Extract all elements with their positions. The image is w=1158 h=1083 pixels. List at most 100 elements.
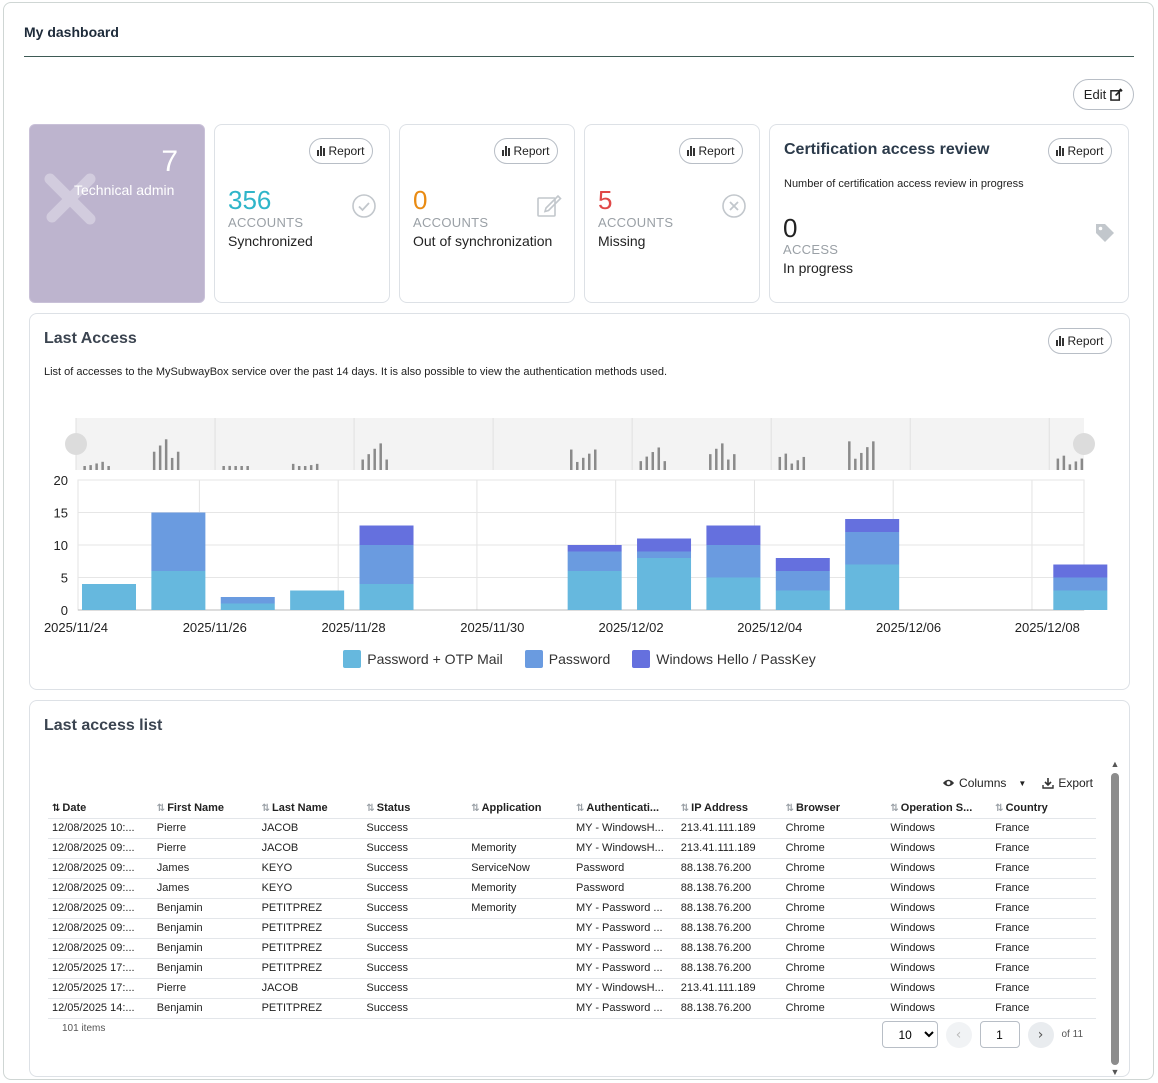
table-cell: Chrome bbox=[781, 917, 887, 938]
certification-value: 0 bbox=[783, 213, 798, 243]
column-header[interactable]: ⇅ Authenticati... bbox=[572, 798, 677, 818]
table-cell: Chrome bbox=[781, 877, 887, 898]
table-row[interactable]: 12/08/2025 09:... Benjamin PETITPREZ Succes… bbox=[48, 937, 1096, 958]
table-cell: Success bbox=[362, 837, 468, 858]
navigator-bar bbox=[379, 443, 382, 470]
table-row[interactable]: 12/08/2025 09:... Benjamin PETITPREZ Succes… bbox=[48, 917, 1096, 938]
navigator-bar bbox=[860, 452, 863, 470]
chart-legend: Password + OTP Mail Password Windows Hel… bbox=[30, 650, 1129, 668]
table-row[interactable]: 12/05/2025 14:... Benjamin PETITPREZ Succes… bbox=[48, 997, 1096, 1019]
bar-segment bbox=[706, 545, 761, 578]
column-header[interactable]: ⇅ Status bbox=[362, 798, 467, 818]
report-button[interactable]: Report bbox=[1048, 138, 1112, 164]
table-cell: PETITPREZ bbox=[257, 917, 363, 938]
column-header[interactable]: ⇅ Application bbox=[467, 798, 572, 818]
last-access-chart[interactable]: 0 5 10 15 20 2025/11/24 2025/11/26 2025/11/28 20… bbox=[30, 314, 1129, 634]
navigator-bar bbox=[576, 461, 579, 470]
bar-segment bbox=[775, 571, 830, 591]
column-header-label: Application bbox=[481, 801, 542, 814]
column-header[interactable]: ⇅ Country bbox=[991, 798, 1096, 818]
table-row[interactable]: 12/08/2025 09:... Pierre JACOB Success Memor… bbox=[48, 837, 1096, 858]
navigator-bar bbox=[796, 460, 800, 470]
legend-swatch bbox=[632, 650, 651, 668]
title-divider bbox=[24, 56, 1134, 57]
table-scrollbar[interactable]: ▲ ▼ bbox=[1110, 759, 1120, 1077]
column-header-label: Country bbox=[1005, 801, 1048, 814]
bar-segment bbox=[845, 519, 900, 532]
column-header[interactable]: ⇅ First Name bbox=[153, 798, 258, 818]
column-header[interactable]: ⇅ Last Name bbox=[258, 798, 363, 818]
column-header[interactable]: ⇅ Operation S... bbox=[886, 798, 991, 818]
report-button[interactable]: Report bbox=[1048, 328, 1112, 354]
edit-icon bbox=[537, 194, 562, 217]
columns-button[interactable]: Columns ▼ bbox=[942, 776, 1026, 790]
navigator-bar bbox=[164, 439, 168, 470]
table-row[interactable]: 12/08/2025 09:... Benjamin PETITPREZ Succes… bbox=[48, 897, 1096, 918]
legend-item[interactable]: Password bbox=[524, 650, 611, 668]
role-card[interactable]: 7 Technical admin bbox=[29, 124, 205, 303]
table-cell: MY - Password ... bbox=[571, 997, 677, 1019]
table-row[interactable]: 12/08/2025 09:... James KEYO Success Service… bbox=[48, 857, 1096, 878]
navigator-bar bbox=[854, 458, 857, 470]
bar-segment bbox=[775, 558, 830, 571]
table-cell: 88.138.76.200 bbox=[676, 877, 782, 898]
legend-item[interactable]: Windows Hello / PassKey bbox=[632, 650, 816, 668]
stat-unit: ACCOUNTS bbox=[413, 215, 489, 230]
report-button[interactable]: Report bbox=[309, 138, 373, 164]
navigator-bar bbox=[709, 454, 712, 470]
navigator-bar bbox=[367, 454, 370, 470]
navigator-bar bbox=[222, 466, 225, 470]
navigator-bar bbox=[315, 463, 319, 470]
report-button[interactable]: Report bbox=[494, 138, 558, 164]
table-cell: 12/08/2025 09:... bbox=[48, 917, 153, 938]
bar-segment bbox=[567, 551, 622, 571]
chevron-left-icon: ‹ bbox=[955, 1026, 962, 1043]
navigator-bar bbox=[228, 465, 231, 470]
navigator-bar bbox=[1056, 458, 1060, 470]
navigator-bar bbox=[1080, 458, 1084, 470]
prev-page-button[interactable]: ‹ bbox=[945, 1021, 972, 1048]
table-cell: France bbox=[991, 977, 1096, 998]
legend-item[interactable]: Password + OTP Mail bbox=[343, 650, 503, 668]
bar-segment bbox=[775, 590, 830, 610]
table-row[interactable]: 12/05/2025 17:... Pierre JACOB Success MY - … bbox=[48, 977, 1096, 998]
table-row[interactable]: 12/08/2025 09:... James KEYO Success Memorit… bbox=[48, 877, 1096, 898]
bar-chart-icon bbox=[1056, 336, 1065, 346]
table-cell: JACOB bbox=[257, 817, 363, 838]
page-size-select[interactable]: 10 bbox=[881, 1021, 938, 1048]
legend-label: Windows Hello / PassKey bbox=[656, 651, 816, 667]
column-header[interactable]: ⇅ Date bbox=[48, 798, 153, 818]
scroll-down-icon[interactable]: ▼ bbox=[1110, 1067, 1120, 1077]
table-row[interactable]: 12/05/2025 17:... Benjamin PETITPREZ Succes… bbox=[48, 957, 1096, 978]
column-header[interactable]: ⇅ IP Address bbox=[677, 798, 782, 818]
report-button[interactable]: Report bbox=[679, 138, 743, 164]
table-row[interactable]: 12/08/2025 10:... Pierre JACOB Success MY - … bbox=[48, 817, 1096, 838]
table-cell: 12/08/2025 09:... bbox=[48, 937, 153, 958]
sort-descending-icon: ⇅ bbox=[52, 802, 61, 814]
bar-segment bbox=[567, 545, 622, 552]
navigator-bar bbox=[1062, 455, 1066, 470]
column-header[interactable]: ⇅ Browser bbox=[782, 798, 887, 818]
bar-segment bbox=[151, 571, 206, 610]
bar-segment bbox=[637, 551, 692, 558]
scroll-up-icon[interactable]: ▲ bbox=[1110, 759, 1120, 769]
certification-unit: ACCESS bbox=[783, 242, 839, 257]
role-count: 7 bbox=[161, 145, 178, 178]
last-access-title: Last Access bbox=[44, 330, 137, 347]
edit-button[interactable]: Edit bbox=[1073, 79, 1134, 110]
page-number-input[interactable] bbox=[979, 1021, 1020, 1048]
scrollbar-thumb[interactable] bbox=[1111, 773, 1119, 1065]
table-cell: 12/08/2025 09:... bbox=[48, 897, 153, 918]
column-header-label: Authenticati... bbox=[586, 801, 660, 814]
next-page-button[interactable]: › bbox=[1027, 1021, 1054, 1048]
table-cell: France bbox=[991, 837, 1096, 858]
legend-label: Password bbox=[548, 651, 611, 667]
navigator-bar bbox=[309, 465, 313, 470]
export-button[interactable]: Export bbox=[1042, 776, 1093, 790]
y-tick-label: 10 bbox=[54, 538, 68, 553]
table-cell bbox=[467, 997, 572, 1019]
navigator-bar bbox=[95, 463, 98, 470]
table-cell: Success bbox=[362, 937, 468, 958]
navigator-bar bbox=[588, 453, 591, 470]
table-cell: MY - WindowsH... bbox=[571, 837, 677, 858]
